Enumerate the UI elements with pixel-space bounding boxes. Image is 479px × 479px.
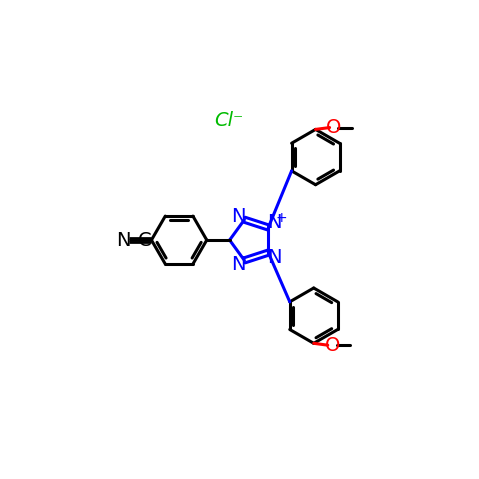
Text: O: O [326,118,342,137]
Text: N: N [231,206,245,226]
Text: O: O [324,336,340,354]
Text: Cl⁻: Cl⁻ [214,111,243,130]
Text: N: N [267,213,282,232]
Text: C: C [138,230,152,250]
Text: N: N [116,230,131,250]
Text: N: N [231,255,245,274]
Text: N: N [267,248,282,266]
Text: +: + [275,211,287,225]
